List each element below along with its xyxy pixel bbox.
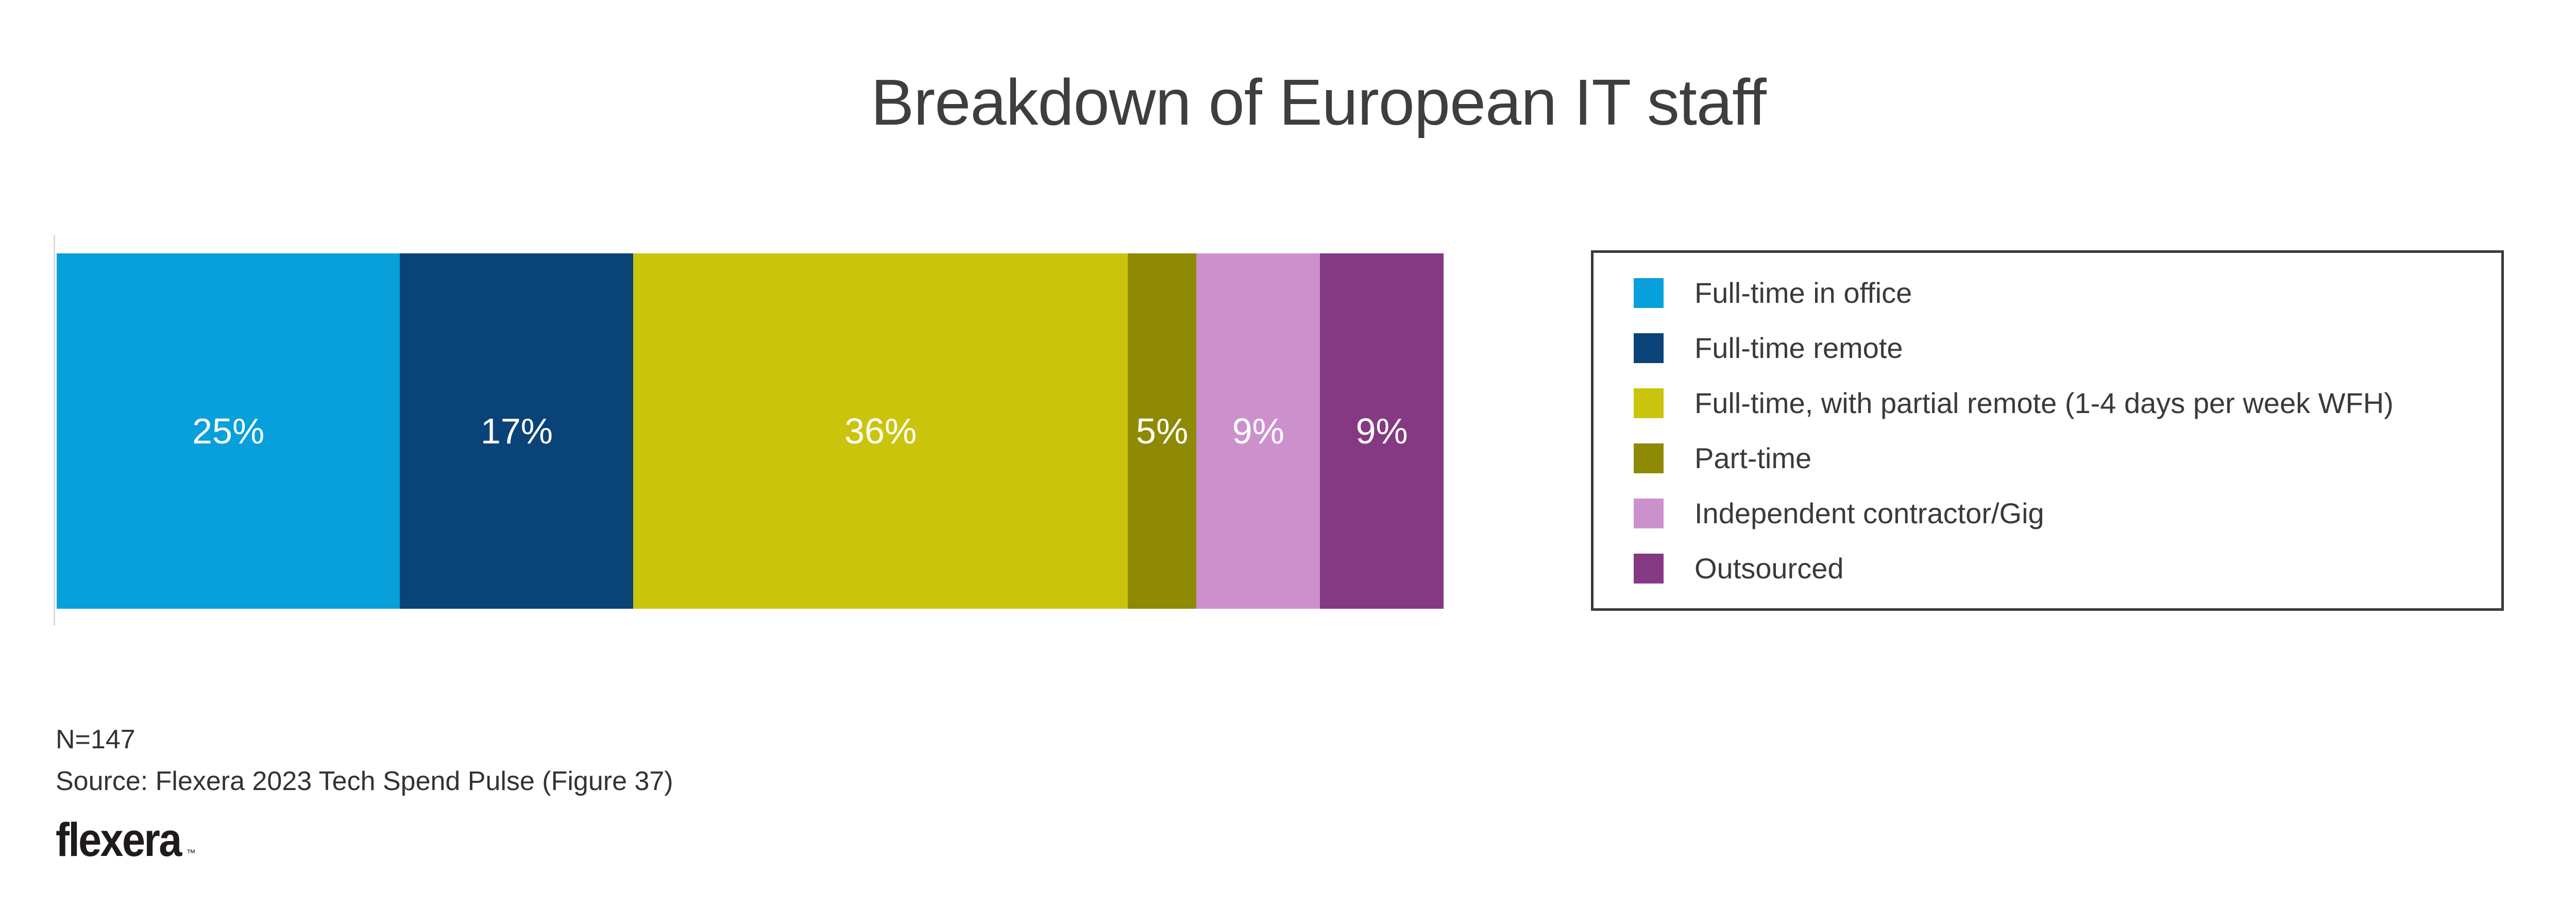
y-axis-line (54, 235, 55, 626)
legend-label: Full-time, with partial remote (1-4 days… (1694, 387, 2394, 419)
legend-item-independent-contractor: Independent contractor/Gig (1634, 496, 2501, 530)
bar-value-label: 36% (844, 411, 917, 451)
bar-segment-full-time-in-office: 25% (57, 253, 400, 609)
legend-color-swatch-icon (1634, 388, 1664, 418)
flexera-logo-text: flexera (56, 814, 182, 867)
legend-item-full-time-in-office: Full-time in office (1634, 276, 2501, 310)
legend-item-full-time-remote: Full-time remote (1634, 331, 2501, 365)
chart-title: Breakdown of European IT staff (871, 66, 1766, 139)
legend-item-full-time-partial-remote: Full-time, with partial remote (1-4 days… (1634, 386, 2501, 420)
bar-value-label: 9% (1355, 411, 1408, 451)
legend-color-swatch-icon (1634, 498, 1664, 528)
footer: N=147 Source: Flexera 2023 Tech Spend Pu… (56, 719, 673, 867)
bar-value-label: 17% (480, 411, 553, 451)
legend-color-swatch-icon (1634, 553, 1664, 584)
legend-color-swatch-icon (1634, 278, 1664, 308)
bar-segment-full-time-remote: 17% (400, 253, 634, 609)
bar-value-label: 25% (192, 411, 265, 451)
bar-value-label: 5% (1136, 411, 1189, 451)
bar-value-label: 9% (1232, 411, 1284, 451)
legend-label: Full-time in office (1694, 277, 1912, 309)
legend-label: Outsourced (1694, 552, 1844, 585)
bar-segment-part-time: 5% (1127, 253, 1197, 609)
bar-segment-full-time-partial-remote: 36% (633, 253, 1128, 609)
legend-color-swatch-icon (1634, 333, 1664, 363)
legend-label: Full-time remote (1694, 332, 1903, 364)
source-text: Source: Flexera 2023 Tech Spend Pulse (F… (56, 766, 673, 796)
flexera-logo: flexera ™ (56, 813, 673, 867)
sample-size-text: N=147 (56, 725, 135, 754)
bar-segment-outsourced: 9% (1320, 253, 1444, 609)
legend-label: Independent contractor/Gig (1694, 497, 2044, 529)
legend-color-swatch-icon (1634, 443, 1664, 473)
stacked-bar: 25% 17% 36% 5% 9% 9% (57, 253, 1444, 609)
legend-label: Part-time (1694, 442, 1812, 474)
legend: Full-time in office Full-time remote Ful… (1591, 250, 2504, 611)
bar-segment-independent-contractor: 9% (1196, 253, 1320, 609)
trademark-symbol: ™ (186, 848, 196, 859)
legend-item-part-time: Part-time (1634, 441, 2501, 475)
legend-item-outsourced: Outsourced (1634, 552, 2501, 585)
